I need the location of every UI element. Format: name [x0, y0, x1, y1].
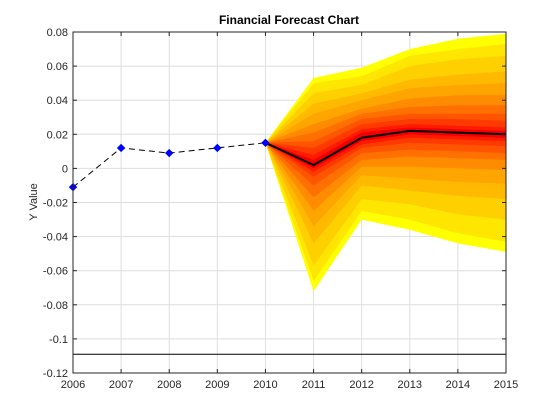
data-point-marker [261, 138, 270, 148]
y-tick-label: 0 [62, 163, 68, 175]
y-tick-label: -0.08 [43, 300, 68, 312]
forecast-median-line [264, 129, 507, 167]
data-point-marker [165, 148, 174, 158]
y-tick-label: -0.02 [43, 198, 68, 210]
y-tick-label: -0.12 [43, 368, 68, 380]
x-tick-label: 2012 [349, 379, 373, 391]
x-tick-label: 2006 [61, 379, 85, 391]
y-tick-label: -0.1 [49, 334, 68, 346]
axes-frame [72, 31, 507, 374]
forecast-fan [265, 33, 506, 292]
y-tick-label: 0.02 [47, 129, 68, 141]
y-tick-label: 0.06 [47, 61, 68, 73]
y-tick-label: 0.04 [47, 95, 68, 107]
y-axis-label: Y Value [28, 183, 40, 221]
y-tick-label: 0.08 [47, 27, 68, 39]
x-tick-label: 2011 [302, 379, 326, 391]
data-point-marker [116, 143, 126, 153]
data-point-marker [213, 143, 222, 153]
x-tick-label: 2008 [157, 379, 181, 391]
x-tick-label: 2014 [446, 379, 470, 391]
x-tick-label: 2010 [253, 379, 277, 391]
chart-title: Financial Forecast Chart [219, 13, 359, 27]
historical-markers [68, 138, 270, 192]
x-tick-label: 2007 [109, 379, 133, 391]
x-tick-labels: 2006 2007 2008 2009 2010 2011 2012 2013 2014 2015 [61, 379, 518, 391]
x-tick-label: 2009 [205, 379, 229, 391]
x-tick-label: 2013 [398, 379, 422, 391]
x-tick-label: 2015 [494, 379, 518, 391]
y-tick-labels: 0.08 0.06 0.04 0.02 0 -0.02 -0.04 -0.06 -0.08 -0.… [43, 27, 68, 380]
y-tick-label: -0.06 [43, 266, 68, 278]
y-tick-label: -0.04 [43, 232, 68, 244]
